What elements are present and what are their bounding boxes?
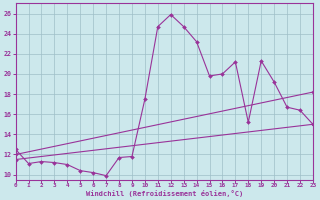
- X-axis label: Windchill (Refroidissement éolien,°C): Windchill (Refroidissement éolien,°C): [86, 190, 243, 197]
